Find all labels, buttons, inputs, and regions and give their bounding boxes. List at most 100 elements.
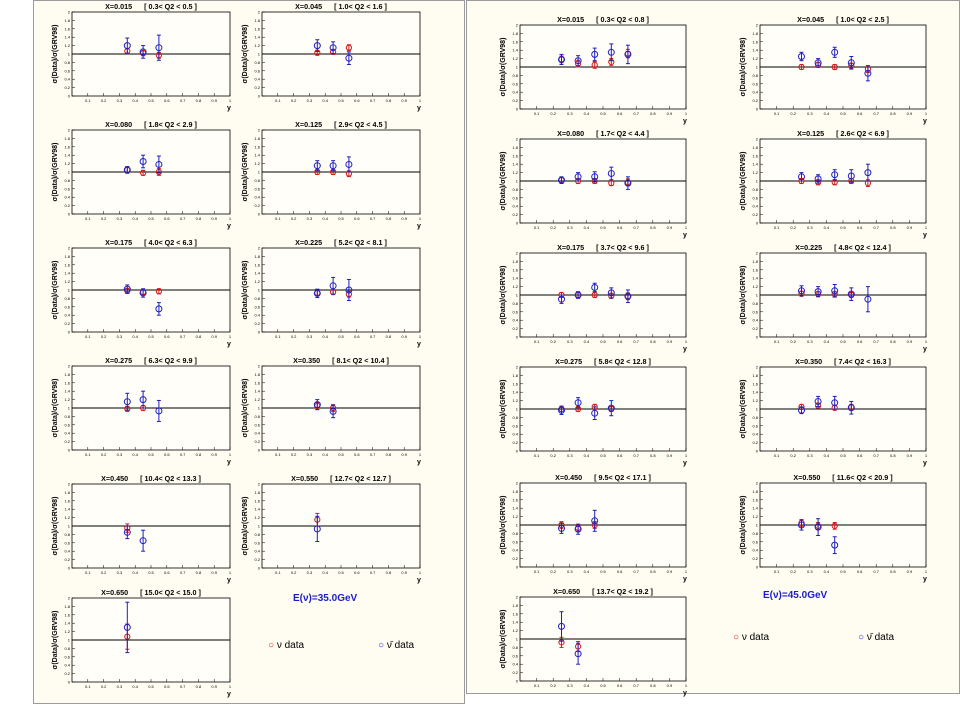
y-tick-label: 0.4	[752, 432, 758, 437]
y-axis-label: σ(Data)/σ(GRV98)	[740, 496, 747, 555]
subplot-title: X=0.275 [ 5.8< Q2 < 12.8 ]	[555, 357, 651, 366]
x-tick-label: 0.6	[617, 111, 623, 116]
nubar-data-point	[624, 179, 632, 187]
x-tick-label: 0.1	[774, 569, 780, 574]
left-energy-label: E(ν)=35.0GeV	[293, 593, 358, 604]
y-tick-label: 1.2	[752, 398, 758, 403]
y-tick-label: 1	[258, 524, 261, 529]
y-tick-label: 1.4	[512, 390, 518, 395]
y-tick-label: 0.8	[512, 415, 518, 420]
x-tick-label: 0.7	[370, 452, 376, 457]
left-legend-nubar: ○ ν̄ data	[378, 640, 414, 651]
y-tick-label: 2	[756, 365, 759, 370]
x-tick-label: 0.5	[148, 684, 154, 689]
subplot-title: X=0.125 [ 2.6< Q2 < 6.9 ]	[797, 129, 889, 138]
x-tick-label: 0.6	[354, 452, 360, 457]
x-axis-label: y	[683, 460, 687, 467]
nubar-data-point	[345, 160, 353, 168]
x-tick-label: 0.1	[534, 111, 540, 116]
y-tick-label: 0.2	[512, 98, 518, 103]
y-axis-label: σ(Data)/σ(GRV98)	[52, 611, 59, 670]
nubar-data-point	[624, 292, 632, 300]
x-tick-label: 0.6	[617, 569, 623, 574]
x-tick-label: 0.5	[600, 569, 606, 574]
subplot-title: X=0.225 [ 5.2< Q2 < 8.1 ]	[295, 238, 387, 247]
y-tick-label: 1	[516, 65, 519, 70]
nubar-data-point	[123, 42, 131, 50]
y-tick-label: 0.8	[752, 73, 758, 78]
x-tick-label: 0.6	[164, 452, 170, 457]
x-tick-label: 0.1	[85, 452, 91, 457]
nubar-data-point	[345, 54, 353, 62]
y-tick-label: 0	[516, 449, 519, 454]
y-tick-label: 1.6	[64, 612, 70, 617]
subplot-title: X=0.275 [ 6.3< Q2 < 9.9 ]	[105, 356, 197, 365]
subplot-left-5: X=0.225 [ 5.2< Q2 < 8.1 ] 0 0.2 0.4 0.6 0.8 1 1…	[242, 238, 422, 348]
right-figure-panel	[466, 0, 960, 694]
x-tick-label: 0.1	[85, 216, 91, 221]
nubar-data-point	[155, 407, 163, 415]
x-tick-label: 0.8	[650, 453, 656, 458]
x-tick-label: 0.1	[275, 98, 281, 103]
y-tick-label: 1.2	[752, 56, 758, 61]
y-tick-label: 1.6	[254, 498, 260, 503]
y-tick-label: 0	[258, 330, 261, 335]
left-legend-nu: ○ ν data	[268, 640, 304, 651]
x-tick-label: 0.8	[650, 339, 656, 344]
nubar-data-point	[155, 44, 163, 52]
y-tick-label: 0	[756, 221, 759, 226]
y-axis-label: σ(Data)/σ(GRV98)	[52, 25, 59, 84]
x-tick-label: 0.2	[790, 453, 796, 458]
y-tick-label: 1.2	[254, 279, 260, 284]
x-tick-label: 0.6	[617, 339, 623, 344]
x-tick-label: 0.9	[667, 339, 673, 344]
x-tick-label: 0.2	[101, 334, 107, 339]
y-tick-label: 1.2	[512, 398, 518, 403]
x-tick-label: 0.7	[633, 569, 639, 574]
subplot-title: X=0.450 [ 10.4< Q2 < 13.3 ]	[101, 474, 201, 483]
y-tick-label: 0.8	[64, 178, 70, 183]
nubar-data-point	[329, 44, 337, 52]
y-axis-label: σ(Data)/σ(GRV98)	[740, 380, 747, 439]
nubar-data-point	[139, 396, 147, 404]
y-tick-label: 0.6	[64, 540, 70, 545]
nubar-data-point	[814, 397, 822, 405]
x-tick-label: 0.9	[401, 98, 407, 103]
nubar-data-point	[607, 169, 615, 177]
nubar-data-point	[864, 169, 872, 177]
y-tick-label: 0.4	[512, 90, 518, 95]
x-tick-label: 0.2	[101, 570, 107, 575]
y-tick-label: 0	[68, 566, 71, 571]
x-tick-label: 1	[229, 452, 232, 457]
y-tick-label: 0	[516, 679, 519, 684]
y-tick-label: 2	[516, 595, 519, 600]
y-tick-label: 0.6	[254, 68, 260, 73]
x-tick-label: 0.5	[840, 111, 846, 116]
x-tick-label: 0.8	[890, 569, 896, 574]
nubar-data-point	[139, 289, 147, 297]
nubar-data-point	[607, 404, 615, 412]
y-tick-label: 2	[516, 137, 519, 142]
legend-label-nubar: ν̄ data	[386, 640, 415, 651]
x-tick-label: 0.9	[667, 683, 673, 688]
nubar-data-point	[123, 285, 131, 293]
x-tick-label: 0.3	[567, 569, 573, 574]
y-tick-label: 1.8	[64, 372, 70, 377]
y-tick-label: 1.6	[512, 381, 518, 386]
y-tick-label: 1	[756, 65, 759, 70]
y-tick-label: 1	[258, 288, 261, 293]
x-tick-label: 0.2	[790, 339, 796, 344]
x-tick-label: 0.1	[534, 453, 540, 458]
nubar-data-point	[864, 295, 872, 303]
nubar-data-point	[558, 176, 565, 184]
x-tick-label: 0.2	[550, 453, 556, 458]
y-tick-label: 1.6	[512, 39, 518, 44]
x-tick-label: 0.9	[211, 334, 217, 339]
y-tick-label: 0.2	[752, 556, 758, 561]
y-tick-label: 2	[258, 364, 261, 369]
subplot-right-10: X=0.650 [ 13.7< Q2 < 19.2 ] 0 0.2 0.4 0.6 0.8…	[500, 587, 688, 697]
x-tick-label: 0.9	[907, 225, 913, 230]
y-axis-label: σ(Data)/σ(GRV98)	[500, 266, 507, 325]
x-tick-label: 0.3	[807, 569, 813, 574]
y-tick-label: 0.8	[512, 187, 518, 192]
